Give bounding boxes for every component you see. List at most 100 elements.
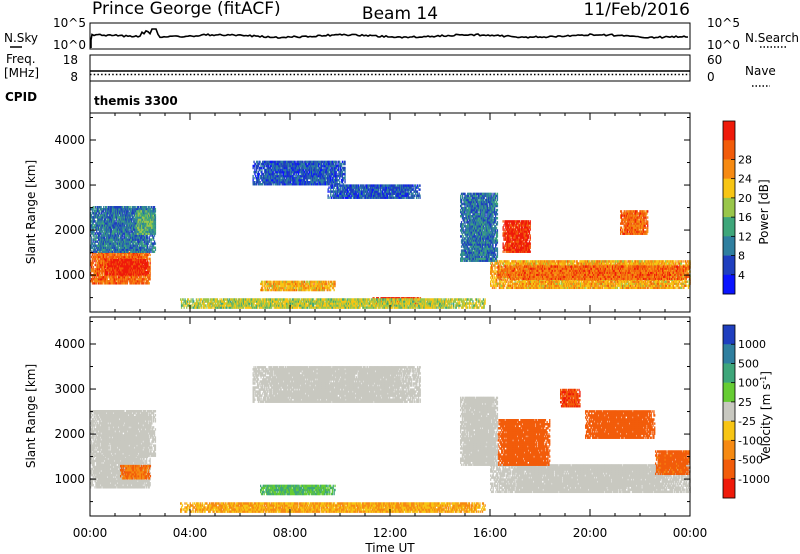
- data-cell: [105, 259, 106, 261]
- data-cell: [143, 282, 144, 284]
- data-cell: [150, 210, 151, 212]
- data-cell: [271, 281, 272, 283]
- date-label: 11/Feb/2016: [584, 0, 690, 20]
- nsearch-tick-top: 10^5: [707, 16, 740, 30]
- data-cell: [330, 289, 331, 291]
- data-cell: [154, 216, 155, 218]
- data-cell: [307, 306, 308, 308]
- data-cell: [147, 261, 148, 263]
- freq-tick-top: 18: [63, 53, 78, 67]
- data-cell: [107, 273, 108, 275]
- data-cell: [271, 306, 272, 308]
- freq-tick-bottom: 8: [70, 70, 78, 84]
- data-cell: [94, 260, 95, 262]
- data-cell: [102, 282, 103, 284]
- data-cell: [145, 259, 146, 261]
- data-cell: [154, 218, 155, 220]
- data-cell: [124, 273, 125, 275]
- data-cell: [243, 306, 244, 308]
- data-cell: [181, 306, 182, 308]
- data-cell: [359, 306, 360, 308]
- data-cell: [257, 306, 258, 308]
- data-cell: [155, 242, 156, 244]
- plot-title: Prince George (fitACF): [92, 0, 281, 19]
- data-cell: [147, 236, 148, 238]
- freq-strip-frame: [90, 55, 690, 81]
- data-cell: [155, 208, 156, 210]
- data-cell: [152, 210, 153, 212]
- data-cell: [147, 271, 148, 273]
- data-cell: [91, 236, 92, 238]
- nsky-label: N.Sky: [4, 31, 38, 45]
- data-cell: [147, 245, 148, 247]
- data-cell: [129, 228, 130, 230]
- data-cell: [387, 306, 388, 308]
- data-cell: [201, 306, 202, 308]
- data-cell: [326, 281, 327, 283]
- data-cell: [205, 306, 206, 308]
- data-cell: [191, 304, 192, 306]
- freq-label: Freq.: [6, 52, 36, 66]
- data-cell: [127, 282, 128, 284]
- data-cell: [154, 212, 155, 214]
- data-cell: [139, 282, 140, 284]
- data-cell: [154, 229, 155, 231]
- power-cells: [90, 161, 691, 309]
- data-cell: [143, 273, 144, 275]
- data-cell: [334, 285, 335, 287]
- data-cell: [212, 306, 213, 308]
- data-cell: [199, 306, 200, 308]
- data-cell: [154, 210, 155, 212]
- data-cell: [144, 273, 145, 275]
- data-cell: [93, 266, 94, 268]
- nsky-trace: [91, 29, 688, 48]
- data-cell: [146, 273, 147, 275]
- nave-tick-top: 60: [707, 53, 722, 67]
- data-cell: [96, 282, 97, 284]
- data-cell: [150, 258, 151, 260]
- data-cell: [117, 273, 118, 275]
- data-cell: [141, 265, 142, 267]
- data-cell: [186, 306, 187, 308]
- data-cell: [334, 281, 335, 283]
- data-cell: [206, 306, 207, 308]
- nave-tick-bottom: 0: [707, 70, 715, 84]
- data-cell: [150, 274, 151, 276]
- data-cell: [208, 298, 209, 300]
- data-cell: [415, 306, 416, 308]
- nsky-tick-bottom: 10^0: [53, 38, 86, 52]
- data-cell: [184, 306, 185, 308]
- nsearch-label: N.Search: [745, 31, 799, 45]
- data-cell: [150, 266, 151, 268]
- data-cell: [155, 247, 156, 249]
- data-cell: [191, 298, 192, 300]
- data-cell: [226, 306, 227, 308]
- freq-unit-label: [MHz]: [4, 66, 39, 80]
- freq-strip: Freq. [MHz] 18 8 60 0 Nave CPID themis 3…: [4, 52, 776, 113]
- data-cell: [262, 281, 263, 283]
- data-cell: [153, 236, 154, 238]
- nsearch-tick-bottom: 10^0: [707, 38, 740, 52]
- data-cell: [191, 306, 192, 308]
- cpid-label: CPID: [5, 90, 37, 104]
- data-cell: [380, 306, 381, 308]
- data-cell: [263, 289, 264, 291]
- data-cell: [150, 260, 151, 262]
- nsky-strip-frame: [90, 23, 690, 49]
- data-cell: [131, 273, 132, 275]
- data-cell: [376, 306, 377, 308]
- data-cell: [262, 285, 263, 287]
- data-cell: [137, 273, 138, 275]
- data-cell: [146, 210, 147, 212]
- nave-label: Nave: [745, 64, 776, 78]
- data-cell: [205, 304, 206, 306]
- data-cell: [334, 289, 335, 291]
- data-cell: [149, 282, 150, 284]
- nsky-tick-top: 10^5: [53, 16, 86, 30]
- data-cell: [147, 265, 148, 267]
- data-cell: [150, 254, 151, 256]
- data-cell: [297, 306, 298, 308]
- data-cell: [392, 306, 393, 308]
